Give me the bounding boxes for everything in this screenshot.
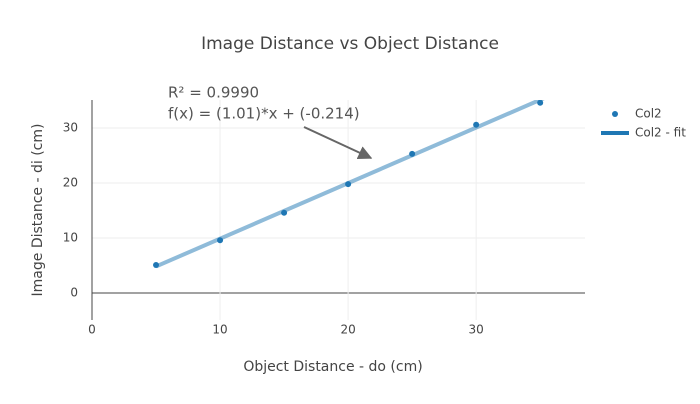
plot: 0 10 20 30 0 10 20 30 Col2 Col2 - fit (63, 100, 686, 337)
x-tick-label: 30 (469, 323, 484, 337)
x-tick-label: 20 (340, 323, 355, 337)
chart-title: Image Distance vs Object Distance (201, 34, 499, 54)
y-tick-label: 20 (63, 176, 78, 190)
x-tick-label: 10 (212, 323, 227, 337)
legend-label: Col2 - fit (635, 126, 686, 140)
y-axis-title: Image Distance - di (cm) (30, 124, 46, 297)
annotation: R² = 0.9990 (168, 84, 259, 102)
x-axis-title: Object Distance - do (cm) (243, 359, 422, 375)
y-tick-label: 30 (63, 121, 78, 135)
annotation-arrow (303, 126, 373, 160)
annotation: f(x) = (1.01)*x + (-0.214) (168, 105, 360, 123)
x-tick-label: 0 (88, 323, 96, 337)
y-tick-label: 0 (70, 286, 78, 300)
legend-label: Col2 (635, 107, 662, 121)
fit-line (155, 100, 545, 269)
legend-marker (612, 111, 618, 117)
plot-area (153, 100, 545, 269)
y-tick-label: 10 (63, 231, 78, 245)
